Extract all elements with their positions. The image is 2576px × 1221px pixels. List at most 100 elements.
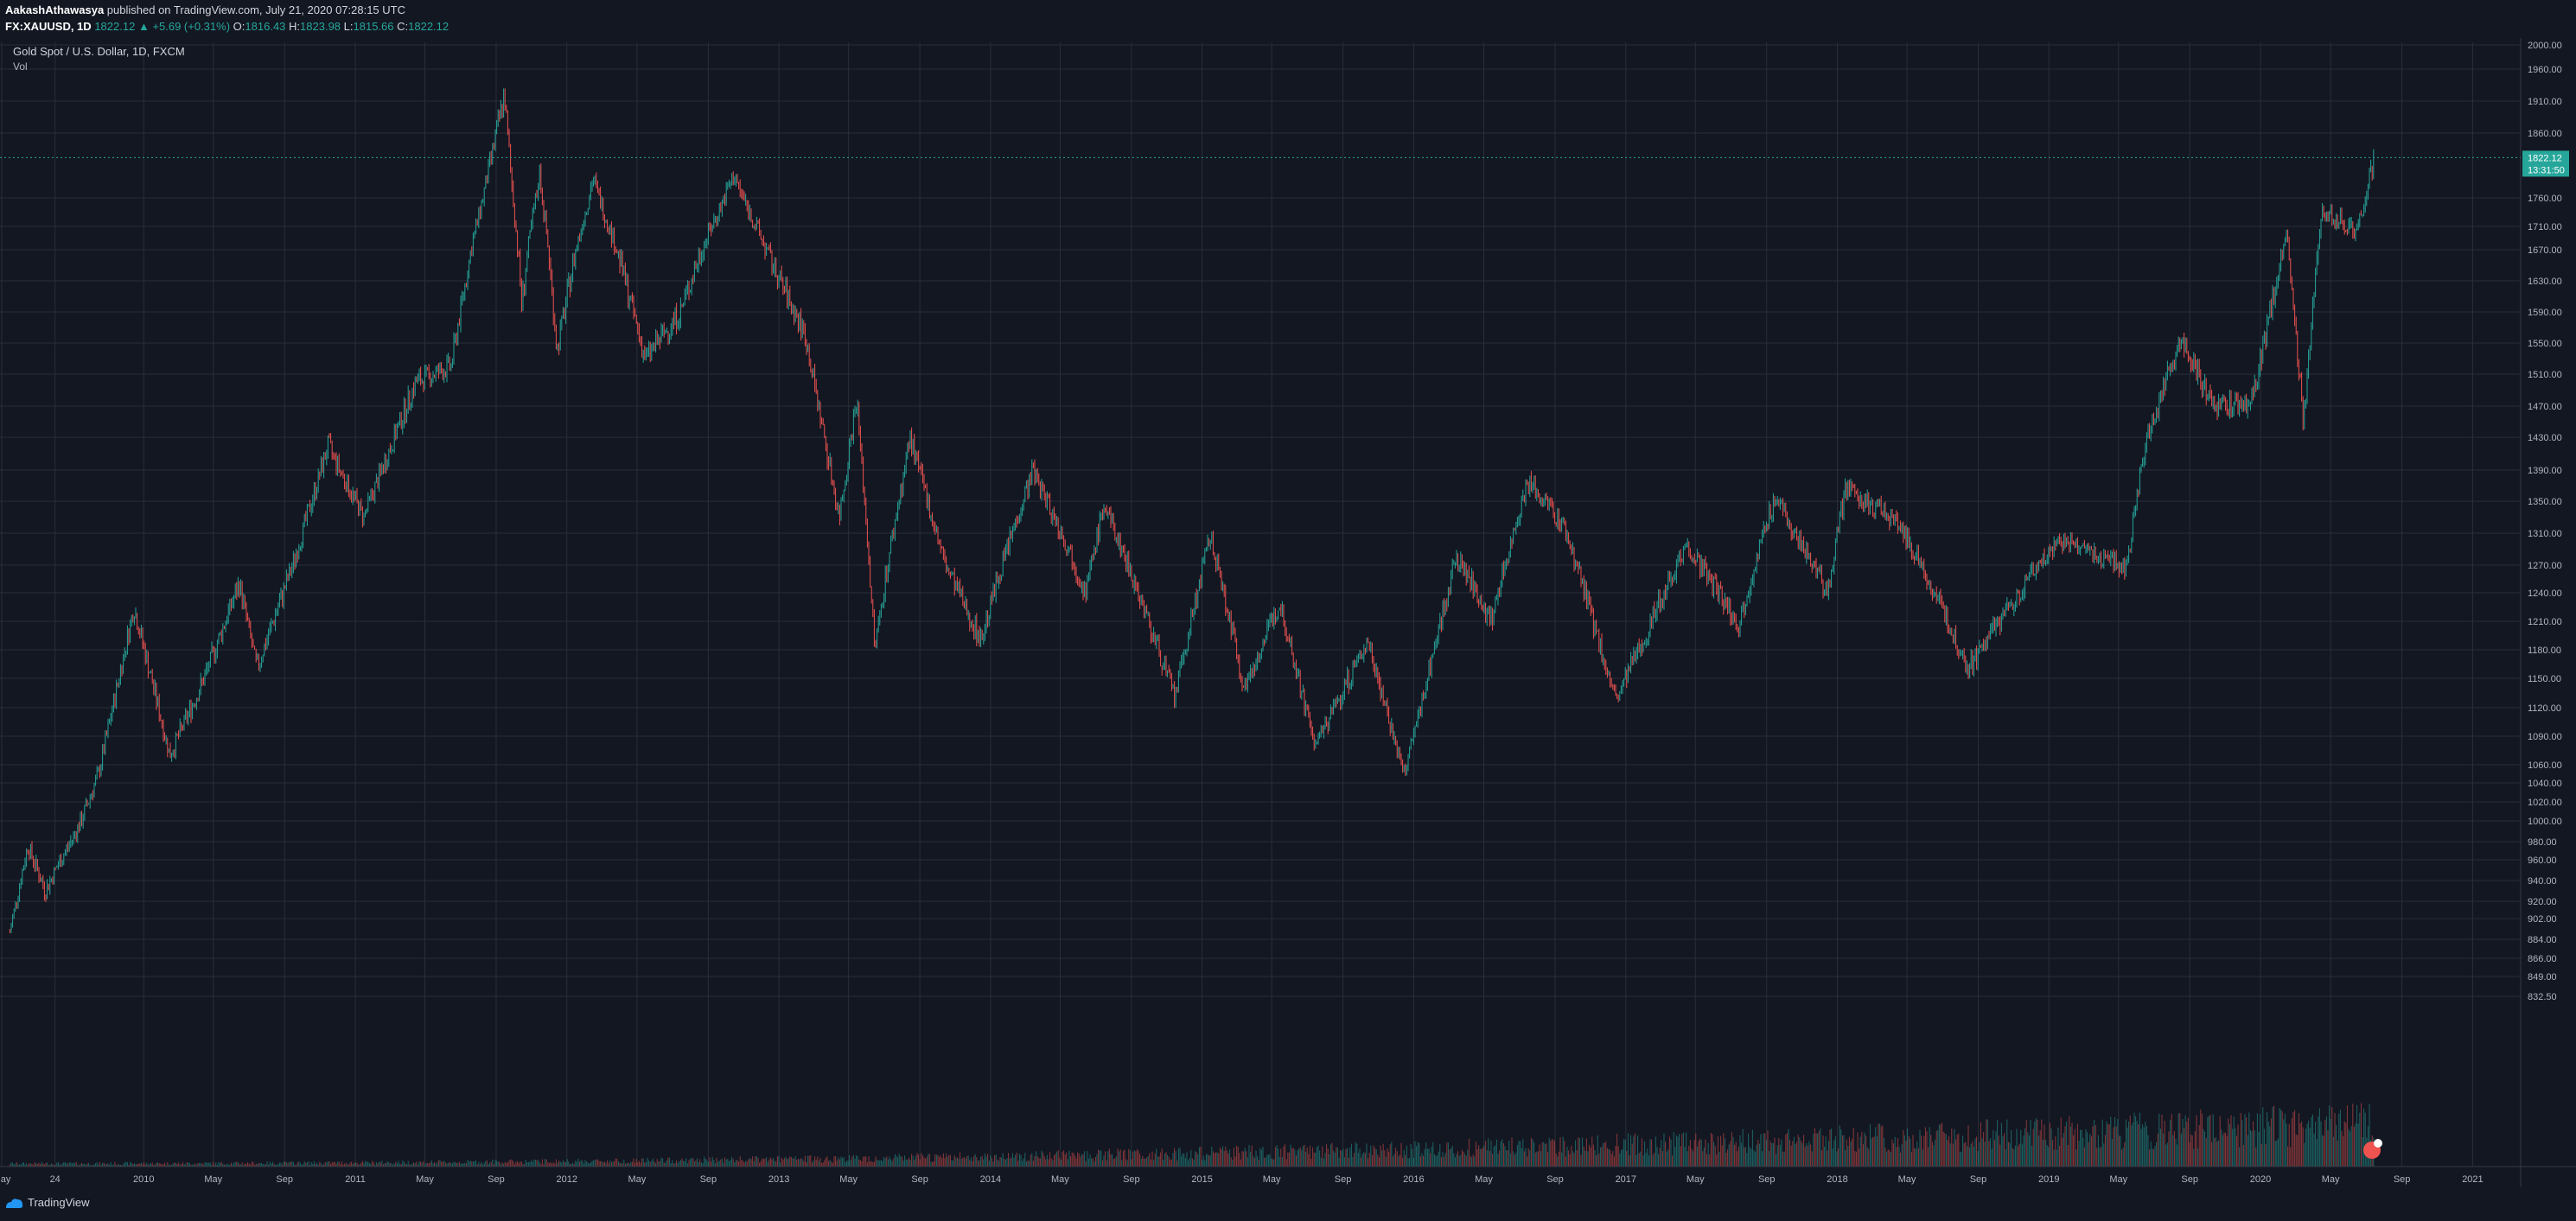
x-tick-label: 2014: [980, 1174, 1001, 1185]
y-tick-label: 1910.00: [2528, 97, 2562, 107]
open-label: O:: [233, 20, 245, 33]
time-axis[interactable]: May 24 2010 May Sep 2011 May Sep 2012 May Sep 2013 M…: [0, 1174, 2484, 1185]
legend-volume: Vol: [13, 60, 28, 73]
x-tick-label: 2018: [1827, 1174, 1847, 1185]
earnings-flag-icon[interactable]: [2363, 1139, 2382, 1159]
open-value: 1816.43: [245, 20, 286, 33]
x-tick-label: May: [1263, 1174, 1281, 1185]
y-tick-label: 884.00: [2528, 935, 2557, 945]
footer: TradingView: [5, 1196, 90, 1209]
y-tick-label: 1710.00: [2528, 222, 2562, 232]
x-tick-label: 2010: [133, 1174, 154, 1185]
x-tick-label: Sep: [2394, 1174, 2411, 1185]
y-tick-label: 1090.00: [2528, 732, 2562, 742]
y-tick-label: 1060.00: [2528, 760, 2562, 771]
legend-title: Gold Spot / U.S. Dollar, 1D, FXCM: [13, 45, 185, 58]
y-tick-label: 1240.00: [2528, 588, 2562, 599]
y-tick-label: 1150.00: [2528, 674, 2561, 684]
tradingview-logo-icon[interactable]: [5, 1197, 24, 1209]
symbol-info: FX:XAUUSD, 1D 1822.12 ▲ +5.69 (+0.31%) O…: [5, 20, 449, 33]
grid: [0, 42, 2521, 1167]
price-tag-value: 1822.12: [2528, 153, 2562, 163]
high-label: H:: [289, 20, 301, 33]
y-tick-label: 1960.00: [2528, 65, 2562, 75]
x-tick-label: Sep: [1123, 1174, 1140, 1185]
candles: [9, 88, 2375, 934]
x-tick-label: May: [628, 1174, 647, 1185]
low-value: 1815.66: [353, 20, 394, 33]
x-tick-label: May: [204, 1174, 222, 1185]
y-tick-label: 832.50: [2528, 992, 2557, 1002]
x-tick-label: Sep: [488, 1174, 505, 1185]
high-value: 1823.98: [300, 20, 341, 33]
x-tick-label: Sep: [276, 1174, 293, 1185]
y-tick-label: 960.00: [2528, 855, 2557, 866]
x-tick-label: Sep: [1546, 1174, 1564, 1185]
x-tick-label: Sep: [2181, 1174, 2198, 1185]
y-tick-label: 1760.00: [2528, 194, 2562, 204]
y-tick-label: 1310.00: [2528, 529, 2562, 539]
x-tick-label: May: [2322, 1174, 2340, 1185]
x-tick-label: Sep: [1970, 1174, 1987, 1185]
y-tick-label: 1040.00: [2528, 779, 2562, 789]
x-tick-label: May: [1687, 1174, 1705, 1185]
x-tick-label: 2021: [2462, 1174, 2483, 1185]
y-tick-label: 1430.00: [2528, 433, 2562, 443]
x-tick-label: Sep: [1335, 1174, 1352, 1185]
x-tick-label: 2020: [2250, 1174, 2271, 1185]
y-tick-label: 849.00: [2528, 972, 2557, 983]
price-tag: 1822.12 13:31:50: [2522, 150, 2569, 177]
y-tick-label: 1210.00: [2528, 617, 2562, 627]
x-tick-label: Sep: [911, 1174, 928, 1185]
x-tick-label: May: [1475, 1174, 1493, 1185]
price-chart[interactable]: 2000.00 1960.00 1910.00 1860.00 1760.00 1710.…: [0, 38, 2576, 1187]
x-tick-label: 2012: [557, 1174, 577, 1185]
symbol-label: FX:XAUUSD, 1D: [5, 20, 92, 33]
y-tick-label: 1590.00: [2528, 308, 2562, 318]
y-tick-label: 1390.00: [2528, 466, 2562, 476]
y-tick-label: 1020.00: [2528, 798, 2562, 808]
y-tick-label: 1670.00: [2528, 245, 2562, 256]
x-tick-label: May: [416, 1174, 434, 1185]
low-label: L:: [343, 20, 354, 33]
price-axis[interactable]: 2000.00 1960.00 1910.00 1860.00 1760.00 1710.…: [2528, 41, 2562, 1002]
chart-header: AakashAthawasya published on TradingView…: [0, 0, 2576, 38]
x-tick-label: 2011: [345, 1174, 366, 1185]
y-tick-label: 1860.00: [2528, 129, 2562, 139]
y-tick-label: 940.00: [2528, 876, 2557, 887]
chart-background: [0, 38, 2576, 1187]
x-tick-label: 2017: [1616, 1174, 1636, 1185]
publish-text: published on TradingView.com, July 21, 2…: [106, 3, 405, 16]
author-name[interactable]: AakashAthawasya: [5, 3, 105, 16]
x-tick-label: May: [839, 1174, 858, 1185]
price-tag-countdown: 13:31:50: [2528, 165, 2565, 175]
y-tick-label: 1630.00: [2528, 277, 2562, 287]
y-tick-label: 2000.00: [2528, 41, 2562, 51]
y-tick-label: 902.00: [2528, 914, 2557, 925]
x-tick-label: 2015: [1191, 1174, 1212, 1185]
y-tick-label: 866.00: [2528, 954, 2557, 964]
volume-bars: [9, 1103, 2375, 1167]
publish-info: AakashAthawasya published on TradingView…: [5, 3, 405, 16]
footer-brand[interactable]: TradingView: [28, 1196, 90, 1209]
y-tick-label: 1470.00: [2528, 402, 2562, 412]
close-label: C:: [397, 20, 409, 33]
y-tick-label: 1270.00: [2528, 561, 2562, 571]
price-tag-box: [2522, 150, 2569, 177]
y-tick-label: 1350.00: [2528, 497, 2562, 507]
x-tick-label: May: [1898, 1174, 1916, 1185]
x-tick-label: 2016: [1403, 1174, 1424, 1185]
y-tick-label: 1000.00: [2528, 817, 2562, 827]
y-tick-label: 920.00: [2528, 897, 2557, 907]
price-change: ▲ +5.69 (+0.31%): [137, 20, 231, 33]
x-tick-label: Sep: [700, 1174, 717, 1185]
y-tick-label: 1180.00: [2528, 645, 2561, 656]
y-tick-label: 1510.00: [2528, 370, 2562, 380]
y-tick-label: 1550.00: [2528, 339, 2562, 349]
y-tick-label: 1120.00: [2528, 703, 2561, 714]
x-tick-label: Sep: [1758, 1174, 1776, 1185]
x-tick-label: May: [0, 1174, 11, 1185]
x-tick-label: 2013: [768, 1174, 789, 1185]
last-price: 1822.12: [94, 20, 136, 33]
x-tick-label: May: [2109, 1174, 2127, 1185]
